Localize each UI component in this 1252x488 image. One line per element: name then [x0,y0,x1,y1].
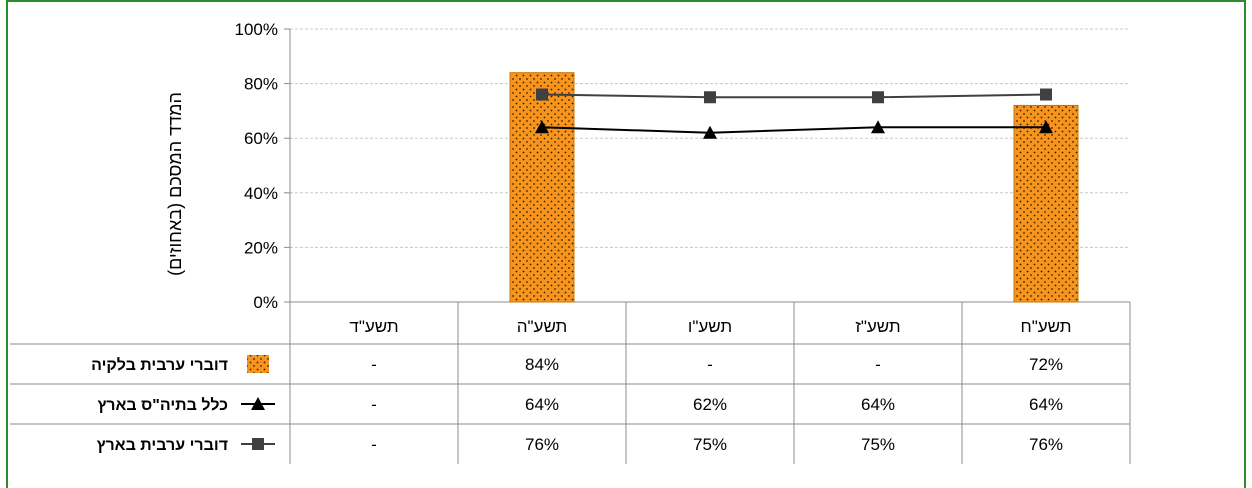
series-line [541,126,1046,134]
table-cell: 84% [525,355,559,374]
y-tick-label: 60% [244,129,278,148]
y-tick-label: 40% [244,184,278,203]
table-cell: - [371,395,377,414]
legend-key-triangle-marker [251,397,265,410]
y-axis-label: המדד המסכם (באחוזים) [165,92,185,276]
table-cell: 76% [1029,435,1063,454]
category-label: תשע"ה [517,317,568,336]
y-tick-labels: 0% 20% 40% 60% 80% 100% [235,20,278,312]
y-tick-label: 20% [244,238,278,257]
y-tick-label: 80% [244,75,278,94]
category-label: תשע"ד [349,317,398,336]
frame-right-border [1244,0,1246,488]
legend-label: כלל בתיה"ס בארץ [97,396,228,414]
table-cell: - [875,355,881,374]
square-marker [536,88,548,101]
square-marker [1040,88,1052,101]
table-cell: 75% [693,435,727,454]
bar [509,72,575,303]
triangle-marker [1039,120,1053,134]
frame-left-border [6,0,8,488]
bar [1013,104,1079,303]
table-cell: 75% [861,435,895,454]
table-cell: 72% [1029,355,1063,374]
category-labels: תשע"ח תשע"ז תשע"ו תשע"ה תשע"ד [349,317,1071,336]
legend-key-square-marker [252,438,264,450]
category-label: תשע"ח [1021,317,1072,336]
y-tick-label: 0% [253,293,278,312]
triangle-marker [535,120,549,134]
table-cell: - [371,355,377,374]
legend-label: דוברי ערבית בארץ [97,437,228,454]
legend: דוברי ערבית בלקיה כלל בתיה"ס בארץ דוברי ער… [91,355,275,454]
table-cell: - [707,355,713,374]
table-cell: 64% [525,395,559,414]
frame-top-border [6,0,1246,2]
square-marker [704,91,716,104]
triangle-marker [871,120,885,134]
table-cell: - [371,435,377,454]
triangle-marker [703,125,717,139]
data-table: 72% - - 84% - 64% 64% 62% 64% - 76% 75% 75% 76% - [10,302,1131,464]
table-cell: 64% [1029,395,1063,414]
table-cell: 64% [861,395,895,414]
line-series [535,88,1053,139]
bar-series [509,72,1079,303]
gridlines [290,28,1130,248]
table-cell: 62% [693,395,727,414]
y-tick-label: 100% [235,20,278,39]
legend-label: דוברי ערבית בלקיה [91,356,228,374]
category-label: תשע"ז [855,317,900,336]
series-line [541,93,1047,99]
legend-key-bar [247,355,269,373]
axes [284,28,1131,308]
category-label: תשע"ו [688,317,732,336]
square-marker [872,91,884,104]
table-cell: 76% [525,435,559,454]
